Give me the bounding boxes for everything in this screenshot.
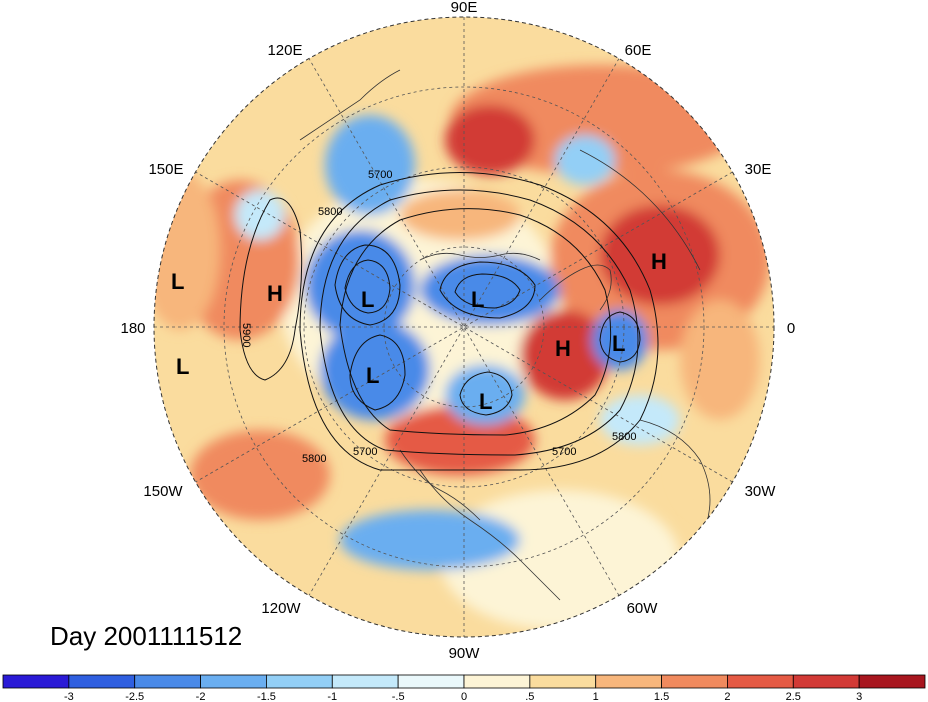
contour-label: 5700 xyxy=(353,446,377,458)
colorbar-swatch xyxy=(727,674,794,689)
low-center-label: L xyxy=(471,287,484,312)
colorbar-swatch xyxy=(331,674,399,689)
colorbar-tick-label: 1 xyxy=(593,691,599,702)
colorbar: -3 -2.5 -2 -1.5 -1 -.5 0 .5 1 1.5 2 2.5 3 xyxy=(2,674,926,702)
longitude-label-120e: 120E xyxy=(267,42,302,59)
colorbar-swatch xyxy=(661,674,728,689)
graticule xyxy=(154,17,774,637)
low-center-label: L xyxy=(612,331,625,356)
contour-label: 5800 xyxy=(302,453,326,465)
longitude-labels: 90E 60E 30E 0 30W 60W 90W 120W 150W 180 … xyxy=(120,0,795,662)
low-center-label: L xyxy=(176,354,189,379)
colorbar-tick-label: -1.5 xyxy=(257,691,276,702)
contour-labels: 5700 5800 5900 5700 5800 5700 5800 5700 xyxy=(240,169,636,465)
colorbar-tick-label: -1 xyxy=(327,691,337,702)
colorbar-swatch xyxy=(134,674,201,689)
longitude-label-120w: 120W xyxy=(261,600,301,617)
colorbar-swatch xyxy=(266,674,333,689)
colorbar-swatch xyxy=(463,674,531,689)
colorbar-swatch xyxy=(529,674,597,689)
colorbar-tick-label: -2.5 xyxy=(125,691,144,702)
contour-label: 5900 xyxy=(240,323,252,347)
map-boundary xyxy=(153,16,775,638)
longitude-label-90e: 90E xyxy=(451,0,478,16)
colorbar-swatch xyxy=(68,674,136,689)
high-center-label: H xyxy=(651,249,667,274)
longitude-label-150w: 150W xyxy=(143,483,183,500)
low-center-label: L xyxy=(479,389,492,414)
colorbar-tick-label: 3 xyxy=(856,691,862,702)
colorbar-tick-label: 2.5 xyxy=(786,691,801,702)
colorbar-swatch xyxy=(595,674,662,689)
contour-label: 5800 xyxy=(612,431,636,443)
longitude-label-0: 0 xyxy=(787,320,795,337)
colorbar-tick-label: 2 xyxy=(724,691,730,702)
colorbar-tick-label: .5 xyxy=(525,691,534,702)
date-title: Day 2001111512 xyxy=(50,621,242,651)
longitude-label-60w: 60W xyxy=(627,600,659,617)
colorbar-swatch xyxy=(792,674,860,689)
contour-label: 5700 xyxy=(552,446,576,458)
low-center-label: L xyxy=(171,269,184,294)
contour-label: 5700 xyxy=(368,169,392,181)
longitude-label-150e: 150E xyxy=(148,161,183,178)
colorbar-tick-label: 1.5 xyxy=(654,691,669,702)
colorbar-tick-label: -.5 xyxy=(392,691,405,702)
longitude-label-180: 180 xyxy=(120,320,145,337)
longitude-label-30e: 30E xyxy=(745,161,772,178)
contour-label: 5800 xyxy=(318,206,342,218)
colorbar-tick-label: -2 xyxy=(196,691,206,702)
anomaly-field xyxy=(154,17,774,637)
low-center-label: L xyxy=(366,363,379,388)
colorbar-swatch xyxy=(397,674,465,689)
pressure-centers: H H H L L L L L L L xyxy=(171,249,667,414)
colorbar-tick-label: 0 xyxy=(461,691,467,702)
height-contours xyxy=(239,172,659,471)
high-center-label: H xyxy=(267,281,283,306)
colorbar-tick-label: -3 xyxy=(64,691,74,702)
low-center-label: L xyxy=(361,287,374,312)
colorbar-swatch xyxy=(2,674,70,689)
colorbar-swatch xyxy=(200,674,267,689)
longitude-label-60e: 60E xyxy=(625,42,652,59)
colorbar-swatch xyxy=(858,674,926,689)
longitude-label-90w: 90W xyxy=(449,645,481,662)
longitude-label-30w: 30W xyxy=(745,483,777,500)
high-center-label: H xyxy=(555,336,571,361)
